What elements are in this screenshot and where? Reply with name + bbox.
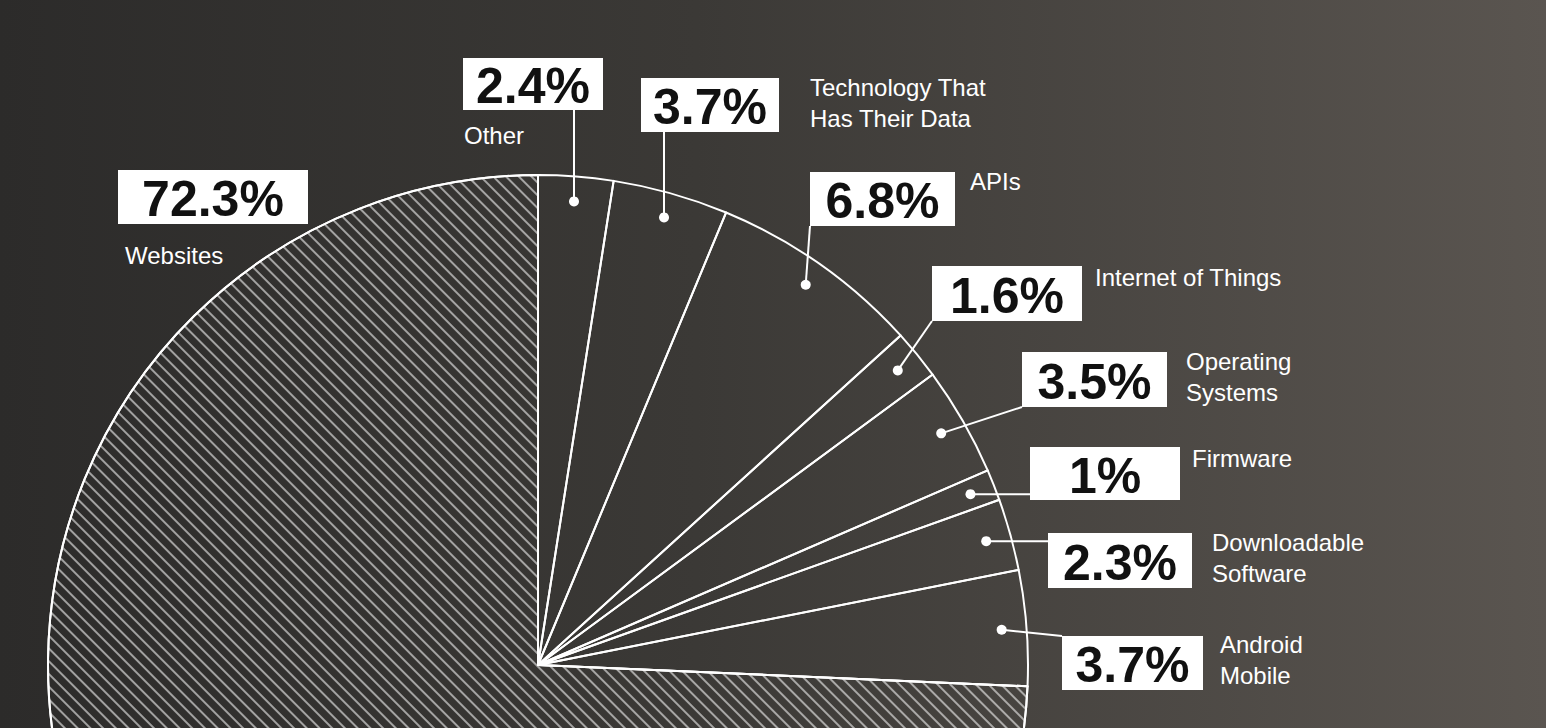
svg-text:Internet of Things: Internet of Things xyxy=(1095,264,1281,291)
svg-text:Other: Other xyxy=(464,122,524,149)
svg-text:3.7%: 3.7% xyxy=(653,79,767,135)
svg-text:Systems: Systems xyxy=(1186,379,1278,406)
svg-text:Android: Android xyxy=(1220,631,1309,658)
svg-text:Firmware: Firmware xyxy=(1192,445,1292,472)
svg-text:3.5%: 3.5% xyxy=(1038,354,1152,410)
svg-text:Downloadable: Downloadable xyxy=(1212,529,1371,556)
svg-text:1%: 1% xyxy=(1069,448,1141,504)
svg-text:APIs: APIs xyxy=(970,168,1021,195)
svg-text:Operating: Operating xyxy=(1186,348,1298,375)
svg-text:Technology That: Technology That xyxy=(810,74,992,101)
svg-text:Mobile: Mobile xyxy=(1220,662,1291,689)
svg-text:2.4%: 2.4% xyxy=(476,58,590,114)
svg-text:6.8%: 6.8% xyxy=(826,173,940,229)
svg-text:3.7%: 3.7% xyxy=(1076,637,1190,693)
svg-text:Has Their Data: Has Their Data xyxy=(810,105,972,132)
svg-text:2.3%: 2.3% xyxy=(1063,535,1177,591)
svg-text:72.3%: 72.3% xyxy=(142,171,284,227)
svg-text:1.6%: 1.6% xyxy=(950,268,1064,324)
svg-text:Software: Software xyxy=(1212,560,1307,587)
svg-text:Websites: Websites xyxy=(125,242,223,269)
